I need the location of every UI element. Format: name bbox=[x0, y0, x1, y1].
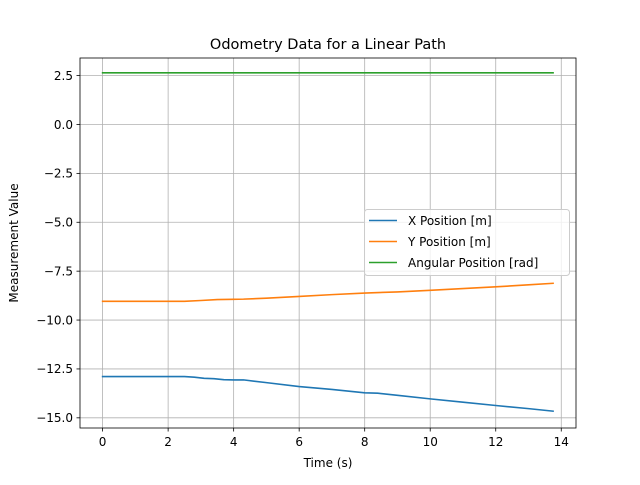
x-tick-label: 2 bbox=[164, 435, 172, 449]
legend-label-1: X Position [m] bbox=[408, 214, 492, 228]
series-line-2 bbox=[101, 282, 554, 303]
y-tick-label: 2.5 bbox=[54, 69, 73, 83]
chart-title: Odometry Data for a Linear Path bbox=[210, 37, 446, 53]
x-axis-label: Time (s) bbox=[303, 456, 353, 470]
legend-label-3: Angular Position [rad] bbox=[408, 256, 538, 270]
series-lines bbox=[101, 72, 554, 413]
y-tick-label: −7.5 bbox=[44, 264, 73, 278]
y-tick-label: −12.5 bbox=[36, 362, 73, 376]
y-axis-ticks: 2.5 0.0 −2.5 −5.0 −7.5 −10.0 −12.5 −15.0 bbox=[36, 69, 80, 425]
series-line-1 bbox=[101, 375, 554, 413]
y-tick-label: −10.0 bbox=[36, 313, 73, 327]
x-tick-label: 10 bbox=[423, 435, 438, 449]
legend-box bbox=[364, 209, 570, 276]
x-tick-label: 14 bbox=[554, 435, 569, 449]
y-tick-label: 0.0 bbox=[54, 118, 73, 132]
plot-frame bbox=[79, 57, 577, 429]
x-tick-label: 4 bbox=[230, 435, 238, 449]
legend: X Position [m] Y Position [m] Angular Posi… bbox=[364, 209, 570, 276]
y-tick-label: −5.0 bbox=[44, 216, 73, 230]
x-tick-label: 6 bbox=[295, 435, 303, 449]
legend-label-2: Y Position [m] bbox=[407, 235, 491, 249]
x-tick-label: 12 bbox=[488, 435, 503, 449]
x-tick-label: 8 bbox=[361, 435, 369, 449]
y-tick-label: −15.0 bbox=[36, 411, 73, 425]
y-tick-label: −2.5 bbox=[44, 167, 73, 181]
x-axis-ticks: 0 2 4 6 8 10 12 14 bbox=[99, 428, 569, 449]
y-axis-label: Measurement Value bbox=[7, 183, 21, 302]
x-tick-label: 0 bbox=[99, 435, 107, 449]
